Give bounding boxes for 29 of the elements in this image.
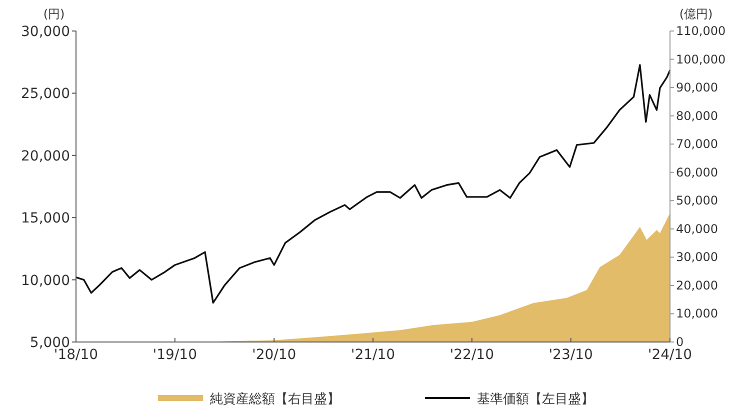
- y2-tick-label: 40,000: [676, 222, 718, 236]
- y-tick-label: 20,000: [21, 148, 70, 164]
- y2-tick-label: 90,000: [676, 80, 718, 95]
- x-tick-label: '23/10: [548, 347, 593, 363]
- y2-tick-label: 110,000: [676, 24, 726, 38]
- y2-tick-label: 30,000: [676, 250, 718, 264]
- x-tick-label: '20/10: [252, 347, 296, 363]
- y-axis-title: (円): [43, 7, 65, 21]
- y2-axis-title: (億円): [679, 7, 713, 21]
- x-tick-label: '21/10: [350, 347, 396, 363]
- y2-tick-label: 20,000: [676, 278, 718, 292]
- legend-label: 基準価額【左目盛】: [477, 392, 594, 407]
- y-tick-label: 10,000: [21, 272, 70, 289]
- y-tick-label: 15,000: [21, 210, 70, 227]
- x-tick-label: '22/10: [450, 347, 494, 363]
- y2-tick-label: 60,000: [676, 165, 718, 180]
- y2-tick-label: 70,000: [676, 137, 718, 152]
- x-tick-label: '18/10: [54, 347, 98, 363]
- y-tick-label: 25,000: [21, 86, 70, 102]
- x-tick-label: '19/10: [152, 347, 198, 363]
- y2-tick-label: 80,000: [676, 108, 718, 123]
- x-tick-label: '24/10: [648, 347, 692, 363]
- y2-tick-label: 100,000: [676, 52, 726, 66]
- y2-tick-label: 50,000: [676, 194, 718, 208]
- legend-label: 純資産総額【右目盛】: [210, 391, 340, 407]
- y2-tick-label: 10,000: [676, 306, 718, 321]
- y2-tick-label: 0: [676, 335, 684, 349]
- y-tick-label: 30,000: [21, 24, 70, 40]
- line-series: [75, 64, 671, 304]
